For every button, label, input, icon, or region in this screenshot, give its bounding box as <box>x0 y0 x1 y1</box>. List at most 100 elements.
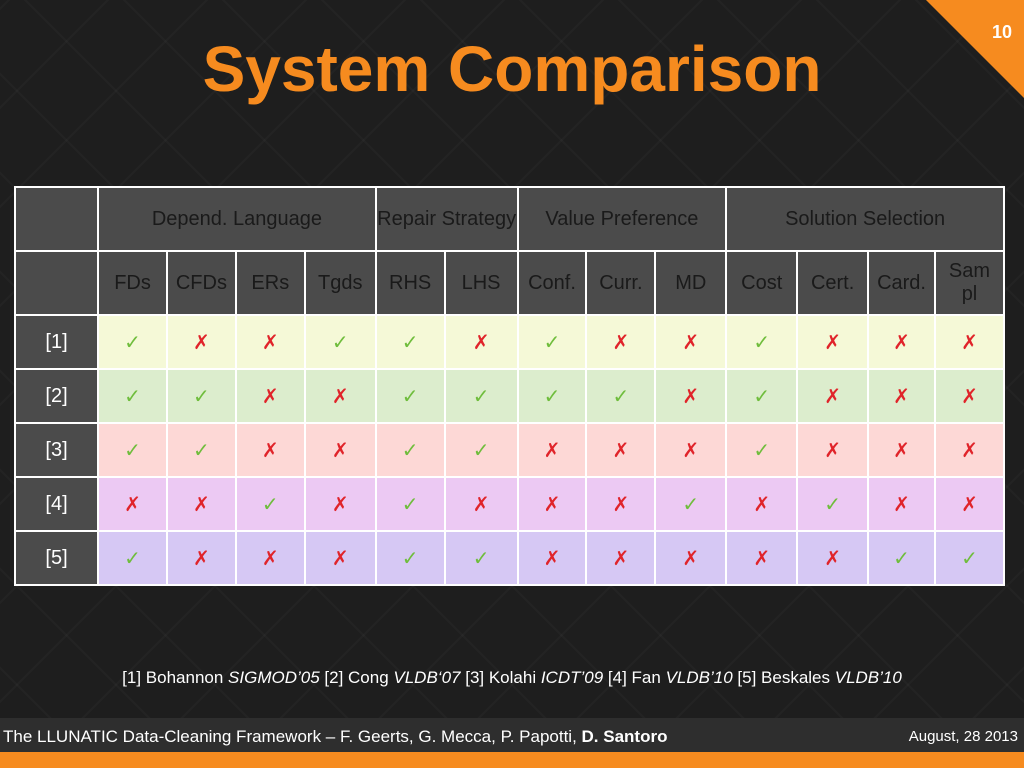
check-icon: ✓ <box>401 439 419 462</box>
table-cell: ✓ <box>725 368 799 424</box>
cross-icon: ✗ <box>193 493 210 516</box>
column-header-2: ERs <box>234 250 306 316</box>
column-header-5: LHS <box>443 250 519 316</box>
column-header-10: Cert. <box>796 250 870 316</box>
ref-1-venue: SIGMOD’05 <box>228 668 320 687</box>
cross-icon: ✗ <box>331 385 349 408</box>
table-cell: ✓ <box>516 314 588 370</box>
group-header-0: Depend. Language <box>97 186 377 252</box>
check-icon: ✓ <box>401 493 419 516</box>
cross-icon: ✗ <box>612 439 630 462</box>
column-header-9: Cost <box>725 250 799 316</box>
column-header-7: Curr. <box>585 250 657 316</box>
table-cell: ✓ <box>516 368 588 424</box>
cross-icon: ✗ <box>261 439 279 462</box>
ref-3: [3] Kolahi <box>460 668 541 687</box>
column-header-1: CFDs <box>165 250 237 316</box>
cross-icon: ✗ <box>824 439 842 462</box>
column-header-6: Conf. <box>516 250 588 316</box>
table-cell: ✗ <box>933 422 1006 478</box>
column-header-4: RHS <box>374 250 446 316</box>
table-cell: ✗ <box>725 476 799 532</box>
table-cell: ✓ <box>374 476 446 532</box>
footer-date: August, 28 2013 <box>908 728 1018 745</box>
table-cell: ✗ <box>867 314 936 370</box>
row-label: [1] <box>13 314 100 370</box>
table-cell: ✗ <box>516 422 588 478</box>
check-icon: ✓ <box>612 385 630 408</box>
check-icon: ✓ <box>824 493 842 516</box>
page-title: System Comparison <box>202 33 822 105</box>
table-cell: ✗ <box>303 530 377 586</box>
table-cell: ✗ <box>165 314 237 370</box>
table-row: [5] ✓ ✗ ✗ ✗ ✓ ✓ ✗ ✗ ✗ ✗ ✗ ✓ ✓ <box>13 530 1006 586</box>
slide-number: 10 <box>991 22 1012 42</box>
table-cell: ✗ <box>867 368 936 424</box>
column-header-row: FDs CFDs ERs Tgds RHS LHS Conf. Curr. MD Cost Cert… <box>13 250 1006 316</box>
check-icon: ✓ <box>124 331 141 354</box>
column-header-3: Tgds <box>303 250 377 316</box>
check-icon: ✓ <box>961 547 978 570</box>
ref-2-venue: VLDB‘07 <box>393 668 461 687</box>
footer-credits: The LLUNATIC Data-Cleaning Framework – F… <box>3 727 667 747</box>
group-header-3: Solution Selection <box>725 186 1005 252</box>
column-header-8: MD <box>654 250 728 316</box>
cross-icon: ✗ <box>961 331 978 354</box>
check-icon: ✓ <box>261 493 279 516</box>
table-cell: ✓ <box>443 530 519 586</box>
table-cell: ✓ <box>725 422 799 478</box>
table-cell: ✗ <box>654 368 728 424</box>
cross-icon: ✗ <box>612 493 630 516</box>
table-cell: ✓ <box>933 530 1006 586</box>
table-cell: ✗ <box>165 530 237 586</box>
cross-icon: ✗ <box>682 331 700 354</box>
cross-icon: ✗ <box>331 493 349 516</box>
ref-4: [4] Fan <box>603 668 666 687</box>
cross-icon: ✗ <box>893 493 910 516</box>
cross-icon: ✗ <box>543 493 561 516</box>
table-cell: ✗ <box>443 314 519 370</box>
table-row: [4] ✗ ✗ ✓ ✗ ✓ ✗ ✗ ✗ ✓ ✗ ✓ ✗ ✗ <box>13 476 1006 532</box>
table-cell: ✓ <box>443 368 519 424</box>
cross-icon: ✗ <box>682 385 700 408</box>
table-cell: ✗ <box>303 422 377 478</box>
column-header-0: FDs <box>97 250 168 316</box>
corner-accent <box>926 0 1024 98</box>
table-cell: ✗ <box>97 476 168 532</box>
table-cell: ✓ <box>374 368 446 424</box>
table-cell: ✗ <box>585 476 657 532</box>
table-cell: ✓ <box>165 422 237 478</box>
footer-author: D. Santoro <box>581 727 668 746</box>
cross-icon: ✗ <box>261 547 279 570</box>
check-icon: ✓ <box>124 439 141 462</box>
table-cell: ✓ <box>725 314 799 370</box>
row-label: [5] <box>13 530 100 586</box>
table-cell: ✗ <box>234 530 306 586</box>
cross-icon: ✗ <box>824 331 842 354</box>
table-cell: ✓ <box>234 476 306 532</box>
ref-2: [2] Cong <box>319 668 394 687</box>
table-cell: ✓ <box>443 422 519 478</box>
table-cell: ✗ <box>585 314 657 370</box>
table-cell: ✓ <box>374 314 446 370</box>
cross-icon: ✗ <box>893 439 910 462</box>
cross-icon: ✗ <box>612 331 630 354</box>
group-header-2: Value Preference <box>516 186 728 252</box>
check-icon: ✓ <box>124 547 141 570</box>
check-icon: ✓ <box>893 547 910 570</box>
footer-text: The LLUNATIC Data-Cleaning Framework – F… <box>3 727 582 746</box>
table-cell: ✗ <box>165 476 237 532</box>
cross-icon: ✗ <box>824 385 842 408</box>
corner-cell <box>13 250 100 316</box>
footer-bar <box>0 718 1024 752</box>
cross-icon: ✗ <box>331 439 349 462</box>
column-header-12: Sam pl <box>933 250 1006 316</box>
table-cell: ✗ <box>796 368 870 424</box>
check-icon: ✓ <box>682 493 700 516</box>
table-cell: ✗ <box>303 476 377 532</box>
check-icon: ✓ <box>753 331 771 354</box>
comparison-table: Depend. Language Repair Strategy Value Pre… <box>13 186 1006 586</box>
table-cell: ✗ <box>796 314 870 370</box>
ref-4-venue: VLDB’10 <box>665 668 733 687</box>
table-cell: ✓ <box>303 314 377 370</box>
